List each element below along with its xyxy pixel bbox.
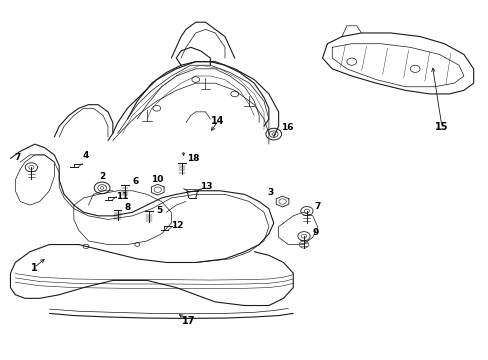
Text: 11: 11 xyxy=(116,192,128,201)
Text: 15: 15 xyxy=(434,122,448,132)
Text: 18: 18 xyxy=(186,154,199,163)
Text: 9: 9 xyxy=(312,228,319,237)
Text: 6: 6 xyxy=(132,177,139,186)
Text: 17: 17 xyxy=(182,316,195,325)
Text: 7: 7 xyxy=(314,202,320,211)
Text: 10: 10 xyxy=(151,175,163,184)
Text: 13: 13 xyxy=(199,181,212,190)
Text: 12: 12 xyxy=(171,221,183,230)
Text: 16: 16 xyxy=(281,123,293,132)
Text: 3: 3 xyxy=(266,188,273,197)
Text: 8: 8 xyxy=(124,203,130,212)
Text: 5: 5 xyxy=(156,206,163,215)
Text: 14: 14 xyxy=(211,116,224,126)
Text: 1: 1 xyxy=(30,263,37,273)
Text: 7: 7 xyxy=(15,153,21,162)
Text: 2: 2 xyxy=(99,172,105,181)
Text: 4: 4 xyxy=(82,152,89,161)
